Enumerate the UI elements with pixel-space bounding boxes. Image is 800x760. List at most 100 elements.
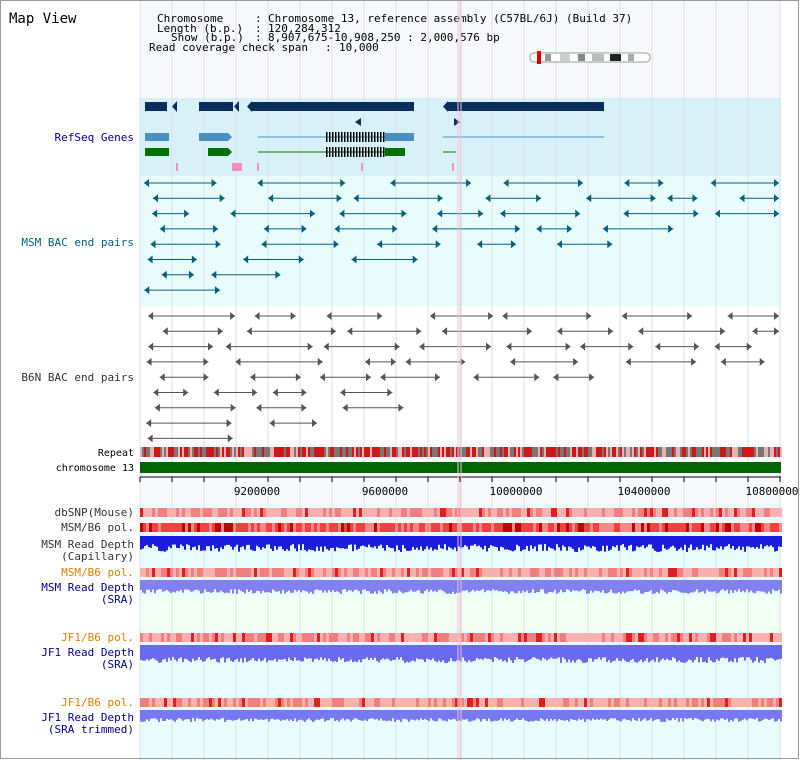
depth-bar [424,536,426,550]
pol-strip-cell [344,508,347,517]
depth-bar [656,580,658,592]
depth-bar [394,536,396,552]
depth-bar [640,580,642,594]
depth-bar [478,710,480,720]
depth-bar [592,645,594,662]
depth-bar [294,645,296,658]
depth-bar [496,645,498,659]
depth-bar [440,645,442,663]
depth-bar [316,536,318,547]
depth-bar [618,536,620,551]
pol-strip-cell [515,508,518,517]
pol-strip-cell [254,633,257,642]
pol-strip-cell [239,508,242,517]
b6n-bac-end-pairs-track[interactable] [146,312,779,443]
pol-strip-cell [392,633,395,642]
depth-bar [202,536,204,551]
depth-bar [694,536,696,550]
depth-bar [516,710,518,719]
repeat-block [262,447,264,457]
pol-strip-cell [659,568,662,577]
depth-bar [358,536,360,549]
depth-bar [372,536,374,548]
pol-strip-cell [428,568,431,577]
msm-bac-end-pairs-track[interactable] [144,179,779,295]
depth-bar [310,710,312,721]
depth-bar [498,710,500,721]
depth-bar [306,710,308,720]
pol-strip-cell [257,523,260,532]
repeat-block [752,447,754,457]
depth-bar [710,536,712,545]
depth-bar [706,710,708,719]
depth-bar [708,536,710,548]
pol-strip-cell [446,633,449,642]
depth-bar [614,580,616,594]
pol-strip-cell [695,568,698,577]
depth-bar [556,580,558,594]
depth-bar [242,536,244,547]
bac-end-left [553,373,559,382]
repeat-track[interactable] [140,447,782,457]
pol-strip-cell [149,633,152,642]
bac-end-right [589,373,595,382]
depth-bar [156,536,158,547]
polymorphism-tracks[interactable] [140,508,782,707]
depth-bar [450,710,452,720]
pol-strip-cell [527,568,530,577]
pol-strip-cell [530,698,533,707]
pol-strip-cell [584,508,587,517]
pol-strip-cell [611,568,614,577]
pol-strip-cell [692,508,695,517]
depth-bar [302,645,304,662]
pol-strip-cell [476,523,479,532]
depth-bar [158,580,160,590]
depth-bar [438,710,440,719]
depth-bar [210,645,212,660]
depth-bar [428,710,430,722]
depth-bar [484,536,486,546]
pol-strip-cell [155,698,158,707]
repeat-block [356,447,358,457]
depth-bar [712,710,714,720]
pol-strip-cell [368,523,371,532]
pol-strip-cell [395,568,398,577]
depth-bar [346,536,348,549]
length-label: Length (b.p.) [157,22,243,35]
bac-end-left [442,327,448,336]
pol-strip-cell [257,698,260,707]
depth-bar [696,710,698,719]
pol-strip-cell [662,698,665,707]
pol-strip-cell [416,508,419,517]
pol-strip-cell [500,633,503,642]
depth-bar [718,536,720,549]
depth-bar [728,645,730,663]
pol-strip-cell [464,508,467,517]
depth-bar [350,710,352,722]
depth-bar [500,580,502,591]
depth-bar [252,536,254,551]
bac-end-right [536,194,542,203]
read-depth-tracks[interactable] [140,536,782,722]
pol-strip-cell [368,633,371,642]
depth-bar [232,536,234,550]
pol-strip-cell [752,523,755,532]
repeat-block [222,447,224,457]
pol-strip-cell [239,568,242,577]
pol-strip-cell [263,698,266,707]
pol-strip-cell [302,508,305,517]
pol-strip-cell [404,568,407,577]
chromosome-ideogram[interactable] [529,51,651,64]
depth-bar [504,536,506,550]
depth-bar [186,580,188,590]
pol-strip-cell [149,523,152,532]
repeat-block [746,447,748,457]
depth-bar [686,710,688,720]
pol-strip-cell [554,523,557,532]
depth-bar [220,645,222,659]
repeat-block [426,447,428,457]
repeat-block [302,447,304,457]
pol-strip-cell [668,633,671,642]
pol-strip-cell [728,508,731,517]
